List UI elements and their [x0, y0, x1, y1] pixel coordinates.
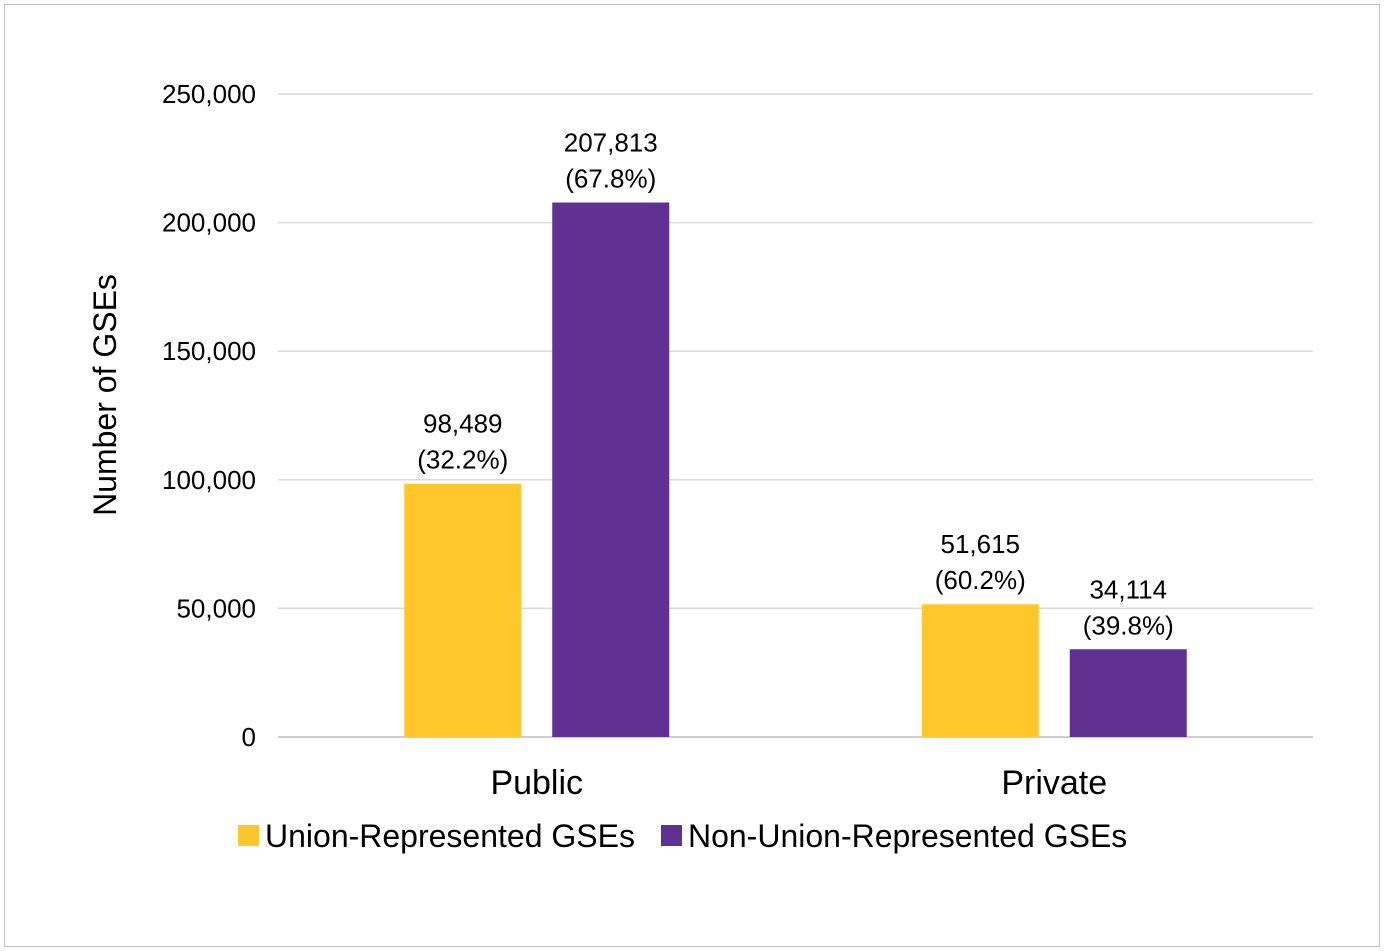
y-tick-label: 250,000	[162, 79, 256, 109]
data-label: 51,615	[940, 529, 1020, 559]
data-labels: 98,489 (32.2%) 207,813 (67.8%) 51,615 (60.2%)…	[417, 128, 1174, 641]
x-category-label: Private	[1001, 764, 1107, 802]
y-tick-label: 0	[242, 722, 256, 752]
bars	[404, 202, 1187, 738]
bar-private-series-1	[921, 604, 1039, 737]
bar-private-series-2	[1069, 649, 1187, 737]
data-label: (60.2%)	[935, 565, 1026, 595]
legend-label: Union-Represented GSEs	[265, 818, 635, 854]
data-label: 34,114	[1089, 574, 1167, 604]
x-category-label: Public	[490, 764, 583, 802]
data-label: (39.8%)	[1083, 610, 1174, 640]
data-label: (67.8%)	[565, 164, 656, 194]
y-tick-label: 100,000	[162, 465, 256, 495]
y-tick-label: 50,000	[176, 593, 256, 623]
legend-swatch	[238, 825, 259, 846]
data-label: (32.2%)	[417, 445, 508, 475]
legend-label: Non-Union-Represented GSEs	[688, 818, 1127, 854]
legend-swatch	[660, 825, 682, 846]
y-tick-label: 200,000	[162, 208, 256, 238]
data-label: 98,489	[423, 409, 503, 439]
y-tick-label: 150,000	[162, 336, 256, 366]
bar-public-series-2	[552, 202, 670, 738]
bar-public-series-1	[404, 483, 522, 737]
y-axis-label: Number of GSEs	[87, 274, 123, 516]
chart-frame	[4, 4, 1380, 947]
x-axis-categories: Public Private	[490, 764, 1107, 802]
y-axis-ticks: 0 50,000 100,000 150,000 200,000 250,000	[162, 79, 256, 752]
data-label: 207,813	[564, 128, 658, 158]
legend: Union-Represented GSEs Non-Union-Represen…	[238, 818, 1127, 854]
